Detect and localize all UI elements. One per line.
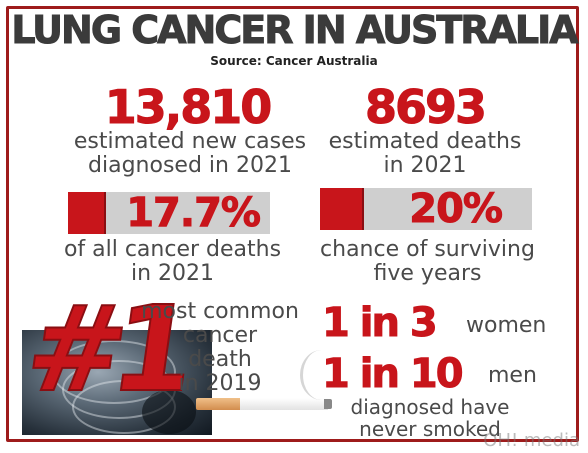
survival-value: 20% (409, 186, 504, 232)
survival-label-1: chance of surviving (320, 237, 535, 262)
deaths-label-2: in 2021 (383, 153, 467, 178)
men-ratio-value: 1 in 10 (322, 351, 465, 397)
deaths-value: 8693 (364, 80, 487, 134)
infographic-title: LUNG CANCER IN AUSTRALIA (11, 8, 579, 53)
cigarette-image (196, 398, 332, 410)
rank-label-4: in 2019 (178, 371, 262, 396)
share-label-2: in 2021 (130, 261, 215, 286)
new-cases-label-1: estimated new cases (73, 129, 307, 154)
share-bar: 17.7% (68, 190, 270, 236)
men-label: men (488, 363, 537, 388)
new-cases-value: 13,810 (104, 80, 273, 134)
survival-bar: 20% (320, 186, 532, 232)
women-label: women (466, 313, 547, 338)
share-bar-fill (68, 192, 106, 234)
share-value: 17.7% (126, 190, 262, 236)
rank-label-3: death (188, 347, 252, 372)
rank-label-2: cancer (182, 323, 258, 348)
women-ratio-value: 1 in 3 (322, 300, 439, 346)
never-smoked-label-2: never smoked (359, 417, 501, 441)
never-smoked-label-1: diagnosed have (350, 395, 510, 419)
survival-label-2: five years (373, 261, 482, 286)
deaths-label-1: estimated deaths (328, 129, 522, 154)
share-label-1: of all cancer deaths (63, 237, 282, 262)
new-cases-label-2: diagnosed in 2021 (88, 153, 292, 178)
watermark-text: OH! media (483, 430, 580, 451)
chest-xray-image (22, 330, 212, 435)
smoke-wisp (300, 350, 343, 400)
survival-bar-fill (320, 188, 364, 230)
rank-label-1: most common (141, 299, 299, 324)
source-caption: Source: Cancer Australia (210, 54, 378, 68)
